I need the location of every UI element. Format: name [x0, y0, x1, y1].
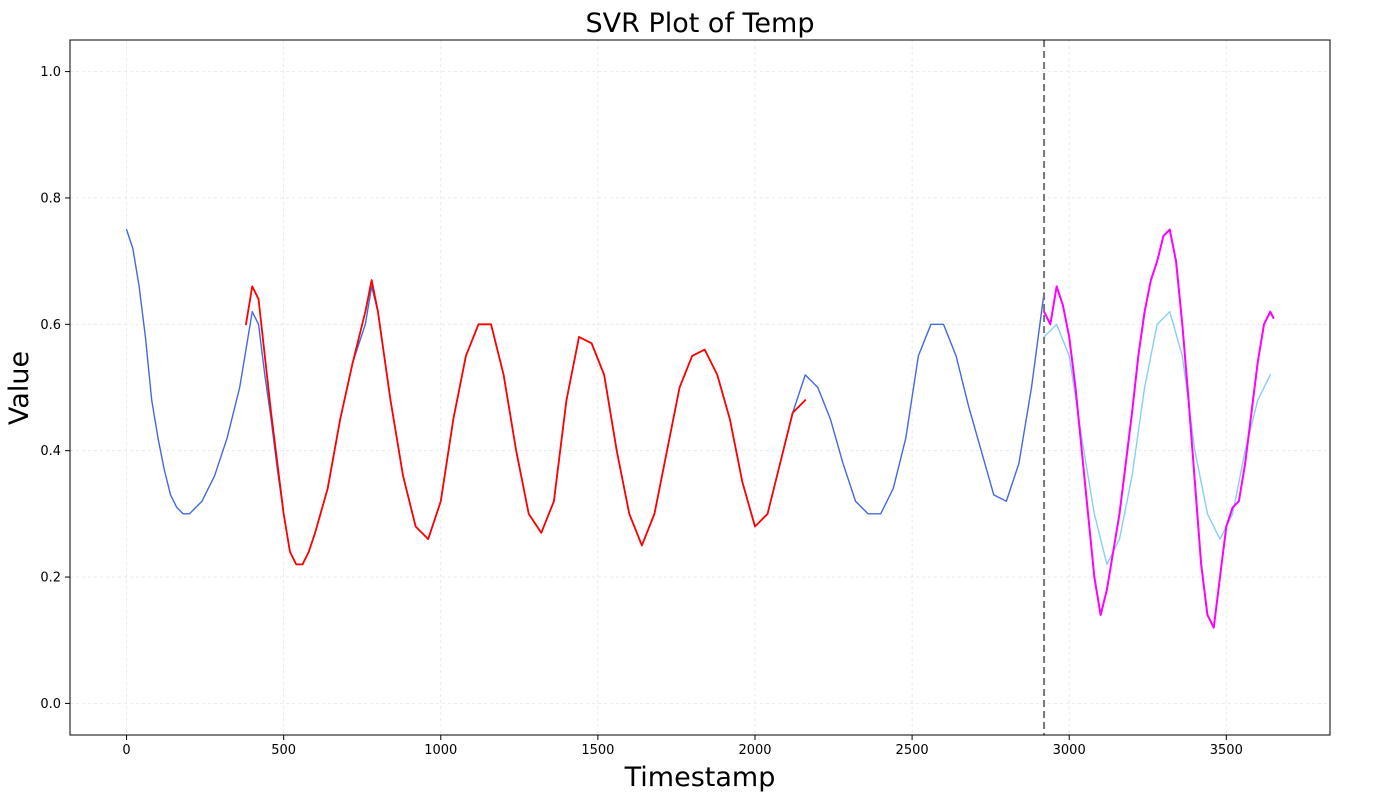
x-tick-label: 1000 — [424, 743, 457, 758]
y-tick-label: 0.8 — [40, 191, 61, 206]
y-tick-label: 1.0 — [40, 65, 61, 80]
series-layer — [125, 228, 1275, 629]
x-tick-label: 3500 — [1210, 743, 1243, 758]
x-tick-label: 1500 — [581, 743, 614, 758]
y-axis-label: Value — [4, 351, 35, 425]
y-tick-label: 0.6 — [40, 318, 61, 333]
series-line-test-actual — [1043, 310, 1271, 566]
x-tick-label: 3000 — [1053, 743, 1086, 758]
y-tick-label: 0.0 — [40, 697, 61, 712]
x-tick-label: 2000 — [738, 743, 771, 758]
series-line-train-fitted — [245, 279, 807, 566]
y-tick-label: 0.4 — [40, 444, 61, 459]
y-tick-label: 0.2 — [40, 571, 61, 586]
series-line-test-predicted — [1043, 228, 1275, 629]
x-tick-label: 0 — [122, 743, 130, 758]
grid-layer — [70, 40, 1330, 735]
plot-frame — [69, 39, 1331, 736]
chart-title: SVR Plot of Temp — [586, 8, 815, 39]
x-tick-label: 500 — [271, 743, 296, 758]
tick-layer: 0 500 1000 1500 2000 2500 3000 3500 0.0 0.2 0.4 0.6… — [40, 65, 1243, 758]
x-tick-label: 2500 — [896, 743, 929, 758]
x-axis-label: Timestamp — [624, 762, 776, 793]
